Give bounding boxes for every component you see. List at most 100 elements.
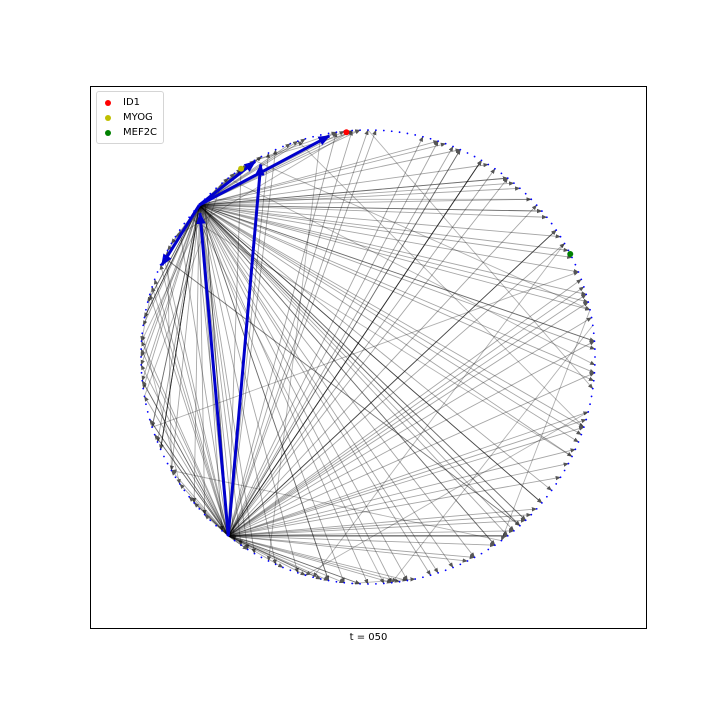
edge bbox=[199, 204, 573, 457]
node-dot bbox=[545, 216, 548, 219]
edge bbox=[228, 535, 306, 576]
edge bbox=[228, 535, 361, 585]
edge bbox=[199, 204, 595, 382]
node-dot bbox=[174, 476, 177, 479]
node-dot bbox=[260, 556, 263, 559]
node-dot bbox=[524, 192, 527, 195]
node-dot bbox=[140, 364, 143, 366]
edge bbox=[227, 129, 377, 537]
node-dot bbox=[574, 263, 577, 266]
legend-entry-myog: MYOG bbox=[103, 110, 157, 125]
edge bbox=[228, 426, 585, 537]
node-dot bbox=[343, 581, 346, 584]
edge bbox=[501, 309, 591, 542]
node-dot bbox=[459, 563, 462, 566]
edge bbox=[227, 140, 439, 537]
edge bbox=[154, 434, 229, 537]
node-dot bbox=[151, 285, 154, 288]
node-dot bbox=[571, 455, 573, 458]
node-dot bbox=[585, 418, 588, 421]
highlight-edge bbox=[226, 163, 265, 537]
node-dot bbox=[166, 249, 169, 252]
node-dot bbox=[594, 356, 596, 358]
node-dot bbox=[153, 278, 156, 281]
edge bbox=[227, 177, 509, 537]
node-dot bbox=[563, 242, 566, 245]
node-dot bbox=[145, 308, 147, 311]
edge bbox=[149, 419, 229, 537]
edge bbox=[228, 535, 401, 583]
node-dot bbox=[535, 204, 538, 207]
edge bbox=[199, 204, 591, 311]
edge bbox=[144, 204, 200, 319]
edge bbox=[227, 168, 244, 536]
node-dot bbox=[429, 574, 432, 577]
edge bbox=[199, 176, 509, 206]
node-dot bbox=[437, 140, 440, 143]
edge bbox=[140, 348, 229, 537]
edge bbox=[367, 129, 594, 389]
node-dot bbox=[559, 235, 562, 238]
node-dot bbox=[398, 580, 401, 583]
node-dot bbox=[591, 324, 594, 327]
edge bbox=[199, 204, 553, 491]
edge bbox=[159, 205, 200, 450]
edge bbox=[199, 176, 509, 206]
edge bbox=[227, 243, 565, 537]
highlight-edge bbox=[198, 160, 257, 207]
node-dot bbox=[267, 560, 270, 562]
node-dot bbox=[151, 426, 154, 429]
node-dot bbox=[166, 462, 169, 465]
node-dot bbox=[267, 152, 270, 154]
edge bbox=[198, 204, 369, 585]
edge bbox=[228, 372, 595, 537]
node-dot bbox=[567, 462, 570, 465]
edge bbox=[153, 278, 229, 537]
edge bbox=[140, 204, 200, 358]
legend-label-myog: MYOG bbox=[123, 112, 153, 123]
edge bbox=[198, 204, 496, 546]
edge bbox=[199, 204, 543, 504]
node-dot bbox=[296, 140, 299, 143]
node-dot bbox=[480, 552, 483, 555]
node-dot bbox=[319, 134, 322, 136]
edge bbox=[151, 205, 200, 428]
edge bbox=[179, 483, 229, 537]
node-dot bbox=[188, 495, 191, 498]
edge bbox=[227, 229, 557, 537]
node-dot bbox=[473, 556, 476, 559]
edge bbox=[178, 229, 229, 536]
node-dot bbox=[335, 580, 338, 583]
edge bbox=[141, 340, 229, 537]
node-dot bbox=[480, 159, 483, 162]
node-dot bbox=[253, 552, 256, 555]
edge bbox=[227, 204, 538, 537]
edge bbox=[199, 204, 543, 214]
node-dot bbox=[227, 177, 230, 180]
node-dot bbox=[513, 182, 515, 185]
node-dot bbox=[221, 529, 223, 532]
node-dot bbox=[146, 301, 149, 303]
edge bbox=[151, 286, 229, 537]
edge bbox=[227, 136, 424, 537]
edge bbox=[198, 204, 475, 558]
node-dot bbox=[183, 222, 186, 225]
edge bbox=[193, 210, 385, 584]
edge bbox=[199, 129, 361, 206]
edge bbox=[170, 469, 502, 542]
node-dot bbox=[591, 387, 594, 390]
node-dot bbox=[159, 448, 162, 451]
node-dot bbox=[414, 134, 417, 136]
edge bbox=[144, 182, 223, 397]
edge bbox=[141, 380, 229, 537]
edge bbox=[227, 159, 482, 537]
edge bbox=[254, 160, 591, 311]
edge bbox=[198, 204, 299, 574]
edge bbox=[228, 528, 515, 537]
node-dot bbox=[359, 582, 361, 585]
edge bbox=[198, 204, 439, 574]
edge bbox=[159, 205, 200, 450]
node-dot bbox=[589, 308, 591, 311]
node-dot bbox=[444, 569, 447, 572]
